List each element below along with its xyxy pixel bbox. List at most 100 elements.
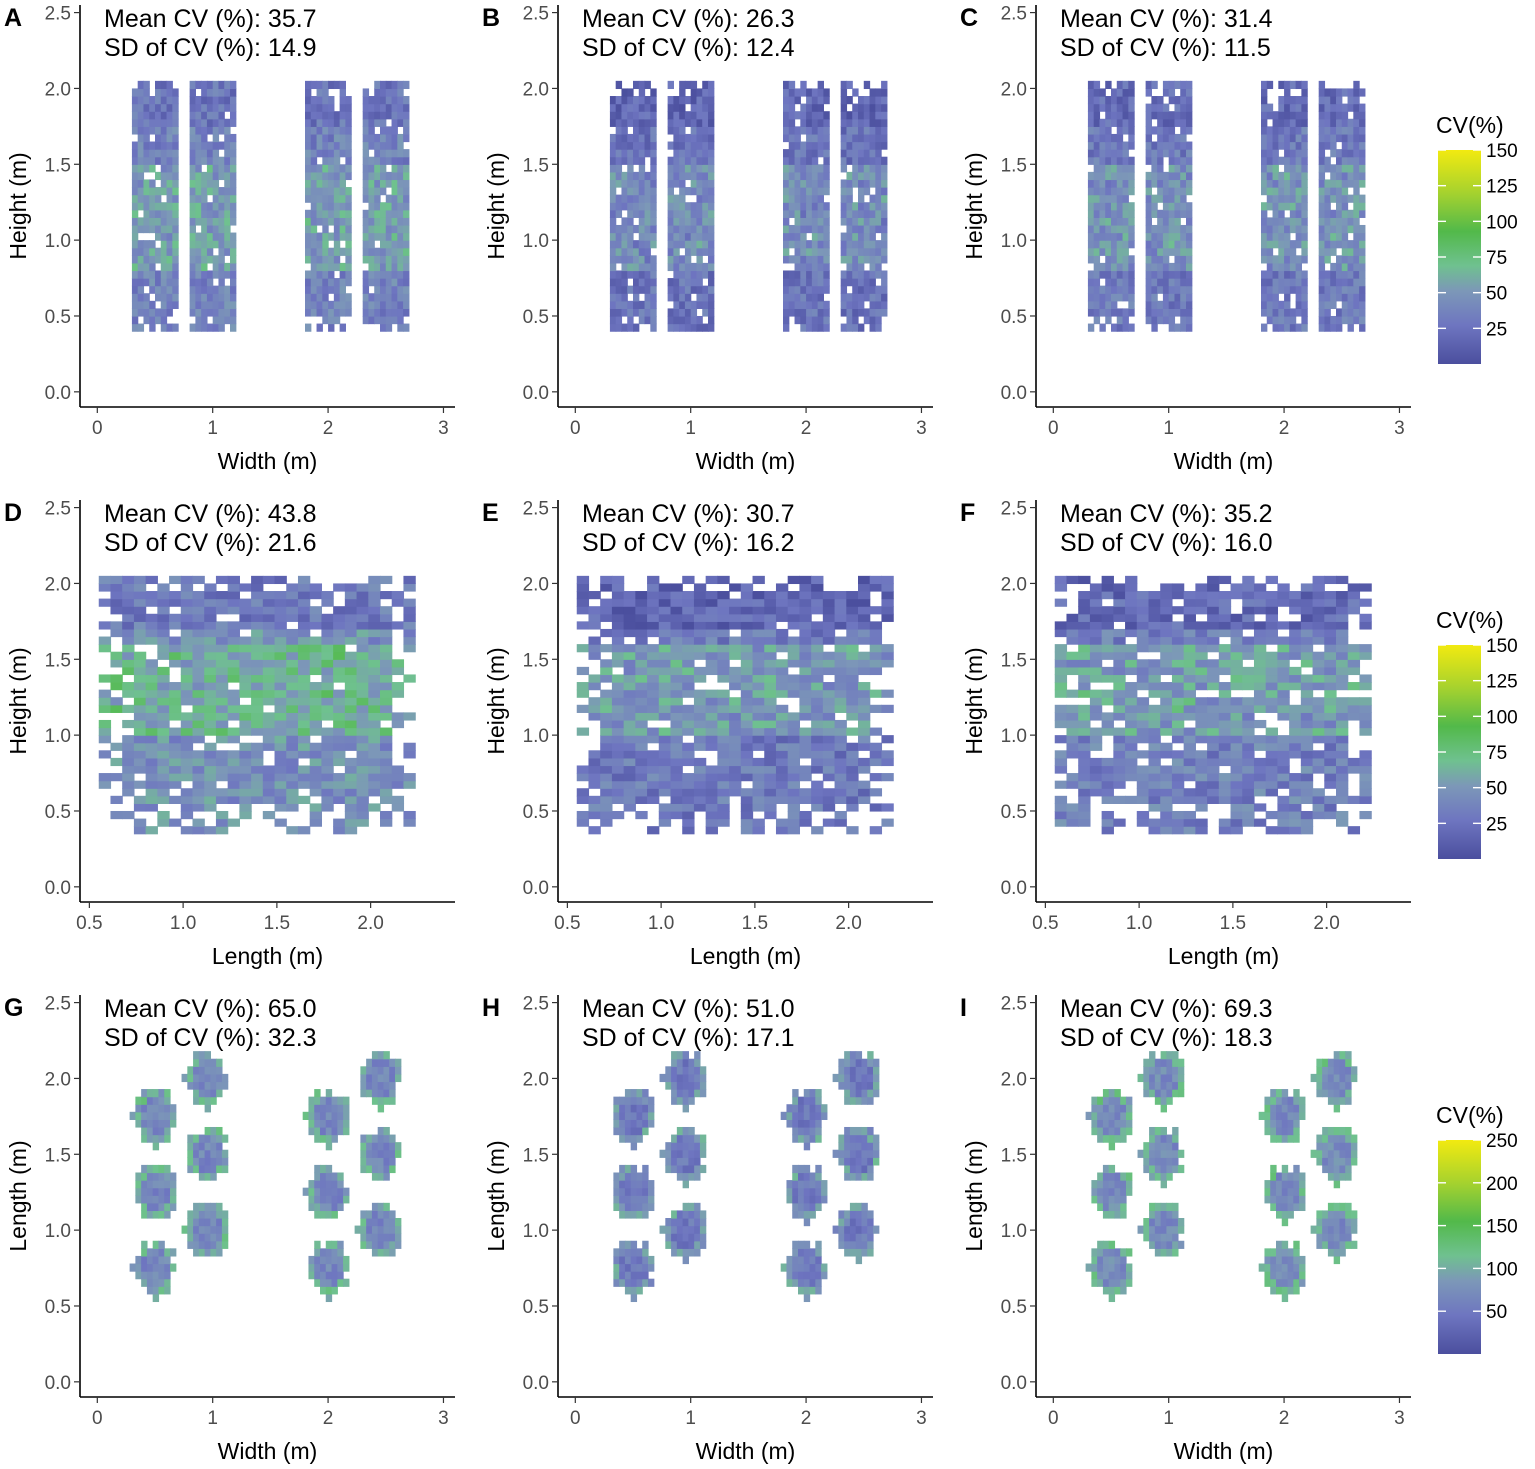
heatmap-cells xyxy=(1087,80,1366,332)
heatmap-cell xyxy=(131,315,139,325)
heatmap-cell xyxy=(166,111,173,120)
heatmap-cell xyxy=(274,803,287,812)
heatmap-cell xyxy=(752,719,765,729)
heatmap-cell xyxy=(391,240,398,249)
heatmap-cell xyxy=(1093,300,1101,309)
heatmap-cell xyxy=(702,285,709,294)
heatmap-cell xyxy=(218,209,225,218)
heatmap-cell xyxy=(368,278,375,287)
heatmap-cell xyxy=(380,103,387,112)
heatmap-cell xyxy=(1353,315,1360,325)
heatmap-cell xyxy=(1265,742,1279,751)
heatmap-cell xyxy=(1347,255,1354,264)
heatmap-cell xyxy=(1347,118,1354,127)
x-axis-title: Length (m) xyxy=(212,943,323,969)
heatmap-cell xyxy=(1261,171,1268,181)
heatmap-cell xyxy=(110,583,123,592)
heatmap-cell xyxy=(1105,240,1112,249)
heatmap-cell xyxy=(667,80,674,90)
heatmap-cell xyxy=(1105,247,1112,256)
heatmap-cell xyxy=(218,278,225,287)
heatmap-cell xyxy=(1122,88,1129,97)
heatmap-cell xyxy=(192,682,205,691)
heatmap-cell xyxy=(806,255,813,264)
heatmap-cell xyxy=(1122,262,1129,272)
heatmap-cell xyxy=(682,727,695,736)
heatmap-cell xyxy=(644,149,651,158)
heatmap-cell xyxy=(1128,323,1135,332)
heatmap-cell xyxy=(794,209,801,218)
y-tick-label: 1.0 xyxy=(45,231,71,252)
heatmap-cell xyxy=(1125,666,1138,676)
heatmap-cell xyxy=(1180,224,1187,234)
heatmap-cell xyxy=(1195,719,1208,729)
heatmap-cell xyxy=(133,636,147,645)
heatmap-cell xyxy=(1318,88,1326,97)
heatmap-cell xyxy=(380,628,393,638)
heatmap-cell xyxy=(673,156,680,165)
heatmap-cell xyxy=(356,682,369,691)
heatmap-cell xyxy=(1330,315,1337,325)
heatmap-cell xyxy=(333,735,346,744)
heatmap-cell xyxy=(391,262,398,272)
heatmap-cell xyxy=(333,224,341,234)
heatmap-cell xyxy=(1066,742,1079,751)
heatmap-cell xyxy=(362,308,370,317)
heatmap-cell xyxy=(644,255,651,264)
heatmap-cell xyxy=(368,697,381,706)
heatmap-cell xyxy=(380,149,387,158)
heatmap-cell xyxy=(297,644,311,653)
heatmap-cell xyxy=(1336,735,1349,744)
heatmap-cell xyxy=(817,96,824,105)
heatmap-cell xyxy=(316,141,323,150)
heatmap-cell xyxy=(1128,80,1135,90)
heatmap-cell xyxy=(403,712,416,721)
heatmap-cell xyxy=(1278,224,1285,234)
heatmap-cell xyxy=(344,613,358,622)
heatmap-cell xyxy=(403,118,410,127)
heatmap-cell xyxy=(403,80,410,90)
heatmap-cell xyxy=(794,262,801,272)
heatmap-cell xyxy=(869,727,883,736)
heatmap-cell xyxy=(667,126,674,135)
heatmap-cell xyxy=(1218,651,1232,660)
heatmap-cell xyxy=(368,682,381,691)
heatmap-cell xyxy=(1336,133,1343,143)
heatmap-cell xyxy=(1162,111,1170,120)
heatmap-cell xyxy=(1089,666,1103,676)
heatmap-cell xyxy=(262,674,276,683)
heatmap-cell xyxy=(98,575,112,585)
heatmap-cell xyxy=(609,111,617,120)
heatmap-cell xyxy=(800,187,807,196)
heatmap-cell xyxy=(362,164,370,173)
heatmap-cell xyxy=(576,598,590,607)
heatmap-cell xyxy=(644,118,651,127)
heatmap-cell xyxy=(740,628,754,638)
heatmap-cell xyxy=(137,293,145,302)
heatmap-cell xyxy=(356,818,369,827)
heatmap-cell xyxy=(783,171,790,181)
heatmap-cell xyxy=(1099,300,1106,309)
heatmap-cell xyxy=(230,194,237,203)
heatmap-cell xyxy=(752,795,765,804)
heatmap-cell xyxy=(1353,187,1360,196)
heatmap-cell xyxy=(817,300,824,309)
heatmap-cell xyxy=(787,780,801,789)
heatmap-cell xyxy=(644,209,651,218)
heatmap-cell xyxy=(600,598,613,607)
heatmap-cell xyxy=(1242,773,1255,782)
heatmap-cell xyxy=(1162,247,1170,256)
heatmap-cell xyxy=(1266,308,1274,317)
heatmap-cell xyxy=(316,164,323,173)
heatmap-cell xyxy=(339,164,346,173)
heatmap-cell xyxy=(794,164,801,173)
heatmap-cell xyxy=(1066,780,1079,789)
heatmap-cell xyxy=(1160,682,1173,691)
heatmap-cell xyxy=(1157,315,1164,325)
heatmap-cell xyxy=(638,88,646,97)
heatmap-cell xyxy=(215,712,229,721)
heatmap-cell xyxy=(1218,697,1232,706)
heatmap-cell xyxy=(274,719,287,729)
heatmap-cell xyxy=(227,697,240,706)
heatmap-cell xyxy=(1230,674,1243,683)
